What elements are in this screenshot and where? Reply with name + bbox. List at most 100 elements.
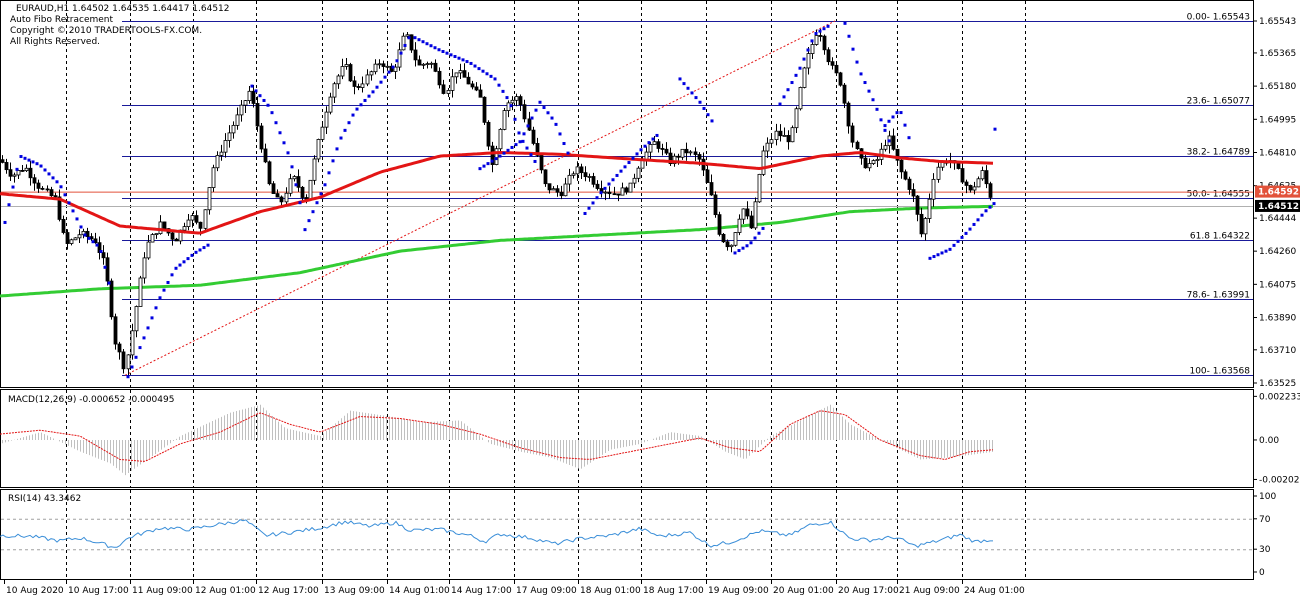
candle-bull — [729, 244, 734, 248]
candle-bull — [150, 234, 155, 243]
candle-bear — [474, 86, 479, 91]
price-label: 1.65180 — [1259, 82, 1296, 92]
candle-bull — [806, 53, 811, 69]
candle-bear — [482, 96, 487, 123]
candle-bull — [186, 219, 191, 228]
psar-dot — [814, 31, 818, 35]
psar-dot — [166, 280, 170, 284]
candle-bull — [446, 90, 451, 94]
rsi-axis-label: 30 — [1259, 545, 1271, 555]
candle-bull — [688, 151, 693, 154]
psar-dot — [43, 168, 47, 172]
psar-dot — [786, 88, 790, 92]
candle-bear — [462, 70, 467, 78]
macd-signal-line — [0, 410, 994, 462]
psar-dot — [323, 183, 327, 187]
candle-bull — [875, 159, 880, 161]
psar-dot — [425, 42, 429, 46]
psar-dot — [599, 191, 603, 195]
candle-bear — [433, 62, 438, 72]
candle-bear — [174, 238, 179, 242]
macd-panel-frame — [0, 389, 1254, 488]
psar-dot — [258, 94, 262, 98]
candle-bull — [567, 174, 572, 185]
fibo-level-label: 23.6- 1.65077 — [1187, 97, 1250, 107]
candle-bear — [778, 130, 783, 137]
candle-bull — [931, 178, 936, 200]
psar-dot — [587, 206, 591, 210]
psar-dot — [477, 67, 481, 71]
candle-bear — [170, 232, 175, 240]
candle-bull — [308, 179, 313, 200]
price-markers: 1.64592 1.64512 — [1255, 185, 1300, 212]
psar-dot — [952, 243, 956, 247]
candle-bull — [312, 158, 317, 181]
psar-dot — [698, 100, 702, 104]
rsi-panel-frame — [0, 489, 1254, 580]
psar-dot — [457, 56, 461, 60]
candle-bull — [648, 144, 653, 153]
indicator-name: Auto Fibo Retracement — [10, 15, 114, 25]
time-label: 18 Aug 17:00 — [643, 586, 704, 596]
candle-bull — [810, 44, 815, 54]
candle-bear — [697, 154, 702, 160]
psar-dot — [879, 118, 883, 122]
psar-dot — [702, 106, 706, 110]
candle-bear — [903, 171, 908, 180]
rsi-axis-label: 70 — [1259, 515, 1271, 525]
psar-dot — [158, 296, 162, 300]
psar-dot — [19, 155, 23, 159]
time-label: 17 Aug 09:00 — [516, 586, 577, 596]
psar-dot — [335, 147, 339, 151]
candle-bull — [883, 145, 888, 150]
psar-dot — [27, 158, 31, 162]
psar-dot — [550, 116, 554, 120]
price-label: 1.63710 — [1259, 346, 1296, 356]
candle-bear — [259, 125, 264, 150]
candle-bear — [531, 129, 536, 144]
candle-bull — [774, 130, 779, 140]
psar-dot — [67, 201, 71, 205]
candle-bear — [61, 219, 66, 233]
psar-dot — [558, 132, 562, 136]
candle-bull — [219, 151, 224, 156]
psar-dot — [505, 96, 509, 100]
price-label: 1.65365 — [1259, 49, 1296, 59]
candle-bull — [680, 148, 685, 158]
candle-bull — [510, 99, 515, 104]
psar-dot — [319, 192, 323, 196]
candle-bull — [397, 49, 402, 68]
candle-bear — [275, 193, 280, 198]
psar-dot — [538, 100, 542, 104]
psar-dot — [741, 246, 745, 250]
psar-dot — [706, 113, 710, 117]
time-label: 12 Aug 01:00 — [195, 586, 256, 596]
candle-bear — [956, 162, 961, 169]
candle-bear — [53, 195, 58, 198]
candle-bull — [138, 277, 143, 307]
candle-bear — [0, 159, 5, 163]
candle-bull — [332, 83, 337, 98]
psar-dot — [529, 153, 533, 157]
rsi-label: RSI(14) 43.3462 — [8, 494, 81, 504]
candle-bear — [891, 135, 896, 150]
psar-dot — [960, 235, 964, 239]
candle-bull — [737, 218, 742, 233]
rsi-indicator: 100 70 30 0 — [0, 492, 1276, 578]
rsi-line — [0, 519, 993, 548]
psar-dot — [270, 111, 274, 115]
candle-bear — [842, 84, 847, 104]
psar-dot — [542, 106, 546, 110]
candle-bear — [988, 183, 993, 198]
candle-bear — [745, 208, 750, 217]
candle-bull — [587, 176, 592, 178]
candle-bull — [757, 173, 762, 203]
time-label: 11 Aug 09:00 — [132, 586, 193, 596]
psar-dot — [761, 226, 765, 230]
psar-dot — [607, 182, 611, 186]
candle-bear — [838, 72, 843, 86]
psar-dot — [818, 29, 822, 33]
candle-bull — [73, 237, 78, 241]
psar-dot — [984, 209, 988, 213]
candle-bull — [146, 241, 151, 259]
